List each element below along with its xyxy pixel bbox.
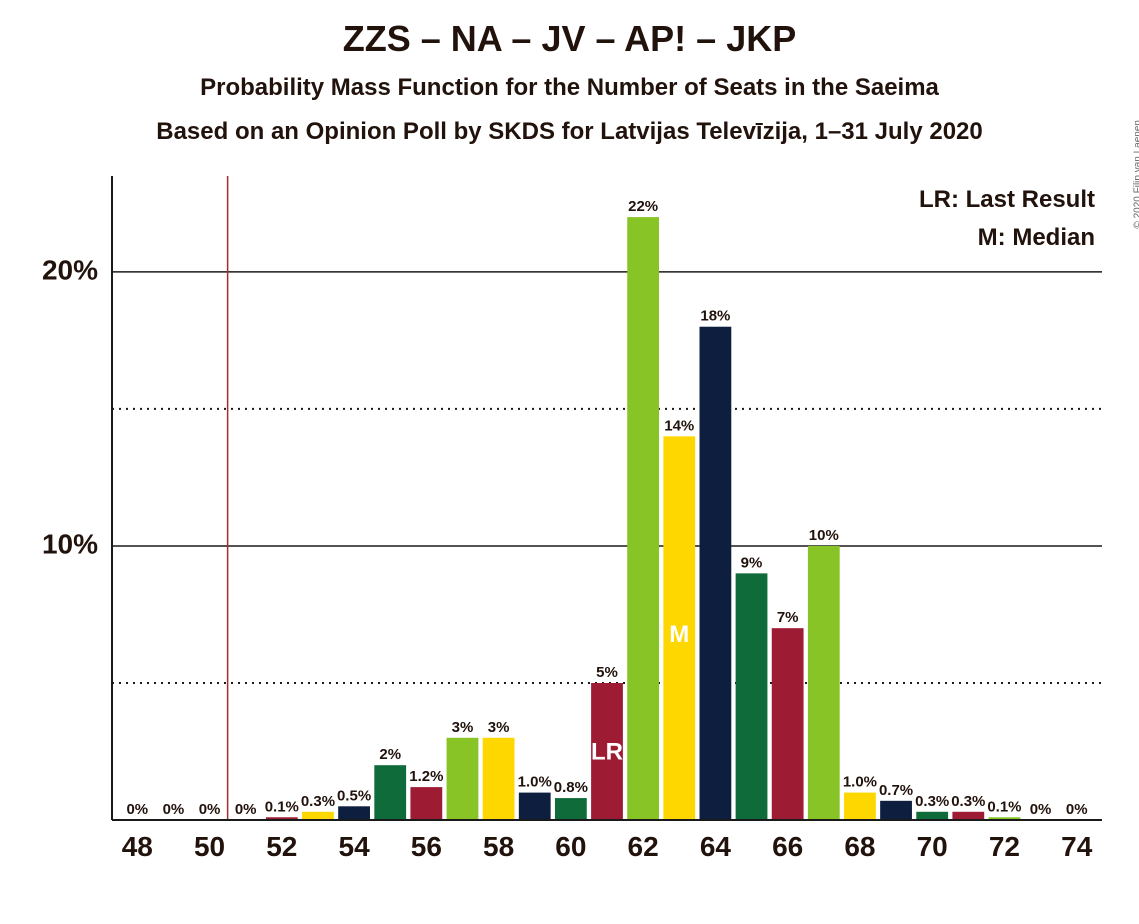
ytick-label: 10% — [42, 528, 98, 559]
xtick-label: 74 — [1061, 831, 1093, 862]
xtick-label: 56 — [411, 831, 442, 862]
xtick-label: 58 — [483, 831, 514, 862]
xtick-label: 54 — [339, 831, 371, 862]
bar — [410, 787, 442, 820]
bar-value-label: 22% — [628, 198, 658, 215]
bar-value-label: 0.3% — [951, 793, 985, 810]
bar-value-label: 0% — [235, 801, 257, 818]
bar-value-label: 10% — [809, 527, 839, 544]
xtick-label: 48 — [122, 831, 153, 862]
xtick-label: 68 — [844, 831, 875, 862]
bar — [483, 738, 515, 820]
bar-value-label: 0% — [163, 801, 185, 818]
bar-value-label: 1.0% — [843, 774, 877, 791]
annotation-label: LR — [591, 739, 623, 766]
annotation-label: M — [669, 621, 689, 648]
xtick-label: 62 — [628, 831, 659, 862]
xtick-label: 70 — [917, 831, 948, 862]
bar-value-label: 0% — [1066, 801, 1088, 818]
bar — [519, 793, 551, 820]
bar-value-label: 0.3% — [301, 793, 335, 810]
bar — [302, 812, 334, 820]
bar-value-label: 0.3% — [915, 793, 949, 810]
bar — [880, 801, 912, 820]
bar — [952, 812, 984, 820]
bar-value-label: 3% — [452, 719, 474, 736]
bar — [627, 217, 659, 820]
bar-value-label: 5% — [596, 664, 618, 681]
bar-value-label: 0.7% — [879, 782, 913, 799]
bar-value-label: 0.1% — [987, 798, 1021, 815]
bar — [447, 738, 479, 820]
bar — [374, 765, 406, 820]
bar — [844, 793, 876, 820]
bar — [555, 798, 587, 820]
bar — [699, 327, 731, 820]
bar-value-label: 0% — [1030, 801, 1052, 818]
chart-svg: 10%20%0%0%0%0%0.1%0.3%0.5%2%1.2%3%3%1.0%… — [0, 0, 1139, 924]
xtick-label: 50 — [194, 831, 225, 862]
bar-value-label: 14% — [664, 417, 694, 434]
bar — [772, 628, 804, 820]
bar — [736, 573, 768, 820]
bar-value-label: 2% — [379, 746, 401, 763]
xtick-label: 66 — [772, 831, 803, 862]
bar-value-label: 18% — [700, 308, 730, 325]
bar-value-label: 7% — [777, 609, 799, 626]
xtick-label: 60 — [555, 831, 586, 862]
bar-value-label: 0.1% — [265, 798, 299, 815]
xtick-label: 52 — [266, 831, 297, 862]
ytick-label: 20% — [42, 254, 98, 285]
bar-value-label: 1.0% — [518, 774, 552, 791]
bar-value-label: 0% — [126, 801, 148, 818]
bar-value-label: 1.2% — [409, 768, 443, 785]
bar-value-label: 9% — [741, 554, 763, 571]
bar-value-label: 3% — [488, 719, 510, 736]
bar-value-label: 0.8% — [554, 779, 588, 796]
bar-value-label: 0.5% — [337, 787, 371, 804]
xtick-label: 64 — [700, 831, 732, 862]
bar — [916, 812, 948, 820]
bar-value-label: 0% — [199, 801, 221, 818]
xtick-label: 72 — [989, 831, 1020, 862]
bar — [808, 546, 840, 820]
bar — [338, 806, 370, 820]
